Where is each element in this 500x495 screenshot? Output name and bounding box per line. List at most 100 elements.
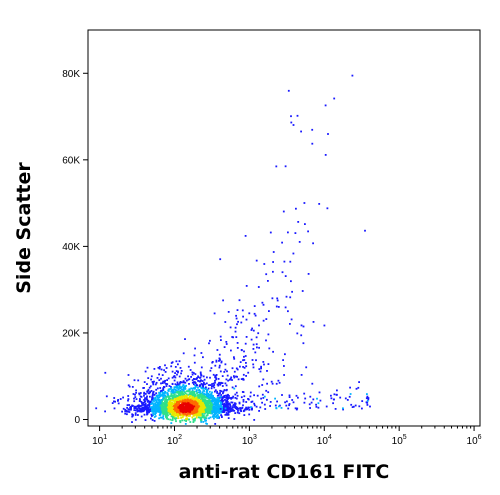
data-point xyxy=(205,382,208,385)
data-point xyxy=(209,407,212,410)
data-point xyxy=(156,408,159,411)
data-point xyxy=(195,402,198,404)
data-point xyxy=(140,396,143,398)
data-point xyxy=(256,346,258,349)
data-point xyxy=(202,387,205,390)
data-point xyxy=(153,400,155,402)
data-point xyxy=(227,396,230,399)
data-point xyxy=(226,374,229,377)
data-point xyxy=(174,372,176,374)
data-point xyxy=(182,408,184,411)
data-point xyxy=(189,421,192,423)
data-point xyxy=(155,400,158,402)
data-point xyxy=(307,230,309,233)
data-point xyxy=(186,417,188,420)
data-point xyxy=(255,359,257,362)
data-point xyxy=(227,407,230,409)
data-point xyxy=(144,419,147,421)
data-point xyxy=(193,419,196,422)
data-point xyxy=(151,409,154,412)
data-point xyxy=(153,411,156,413)
data-point xyxy=(153,420,156,422)
data-point xyxy=(227,417,230,419)
data-point xyxy=(148,405,151,408)
data-point xyxy=(258,368,261,370)
data-point xyxy=(316,397,318,400)
data-point xyxy=(127,408,130,411)
data-point xyxy=(144,397,146,399)
data-point xyxy=(188,383,190,385)
data-point xyxy=(167,402,170,405)
data-point xyxy=(219,406,222,409)
data-point xyxy=(206,389,209,391)
data-point xyxy=(217,397,220,399)
data-point xyxy=(131,386,134,388)
data-point xyxy=(180,370,183,372)
data-point xyxy=(200,421,203,423)
data-point xyxy=(192,397,194,400)
data-point xyxy=(278,381,281,384)
data-point xyxy=(161,393,164,396)
data-point xyxy=(182,397,184,400)
x-tick-label: 102 xyxy=(167,434,182,447)
data-point xyxy=(230,401,233,404)
data-point xyxy=(163,386,165,388)
data-point xyxy=(203,393,206,396)
data-point xyxy=(163,369,165,372)
data-point xyxy=(202,408,204,410)
data-point xyxy=(221,385,224,387)
data-point xyxy=(253,404,256,407)
data-point xyxy=(231,386,234,389)
data-point xyxy=(213,312,216,315)
data-point xyxy=(196,404,199,406)
data-point xyxy=(229,326,232,329)
data-point xyxy=(188,378,191,380)
data-point xyxy=(310,401,313,404)
data-point xyxy=(184,412,186,415)
data-point xyxy=(204,396,207,399)
data-point xyxy=(161,402,163,405)
x-tick-label: 101 xyxy=(92,434,107,447)
data-point xyxy=(151,419,154,421)
data-point xyxy=(342,407,344,410)
data-point xyxy=(235,375,237,378)
data-point xyxy=(334,408,337,410)
data-point xyxy=(185,418,187,420)
data-point xyxy=(307,273,310,275)
data-point xyxy=(164,411,167,414)
data-point xyxy=(221,382,224,384)
data-point xyxy=(220,382,222,385)
data-point xyxy=(214,389,217,392)
data-point xyxy=(141,406,144,409)
data-point xyxy=(237,320,239,323)
data-point xyxy=(263,363,265,366)
data-point xyxy=(220,361,223,364)
data-point xyxy=(288,403,291,405)
data-point xyxy=(188,390,191,393)
data-point xyxy=(143,387,145,389)
data-point xyxy=(357,386,360,389)
data-point xyxy=(158,414,161,417)
x-tick-label: 104 xyxy=(317,434,332,447)
data-point xyxy=(229,405,232,408)
data-point xyxy=(177,402,180,405)
data-point xyxy=(244,342,247,345)
data-point xyxy=(162,392,165,395)
data-point xyxy=(185,415,188,417)
data-point xyxy=(138,400,141,402)
data-point xyxy=(280,407,283,409)
data-point xyxy=(265,339,267,342)
data-point xyxy=(176,400,178,403)
data-point xyxy=(262,303,265,306)
data-point xyxy=(204,420,207,422)
data-point xyxy=(208,342,210,345)
data-point xyxy=(208,402,211,405)
data-point xyxy=(151,381,154,383)
data-point xyxy=(176,409,179,412)
data-point xyxy=(204,417,207,419)
data-point xyxy=(350,403,353,406)
data-point xyxy=(233,409,236,412)
data-point xyxy=(308,403,311,406)
data-point xyxy=(161,395,164,397)
data-point xyxy=(158,367,161,370)
